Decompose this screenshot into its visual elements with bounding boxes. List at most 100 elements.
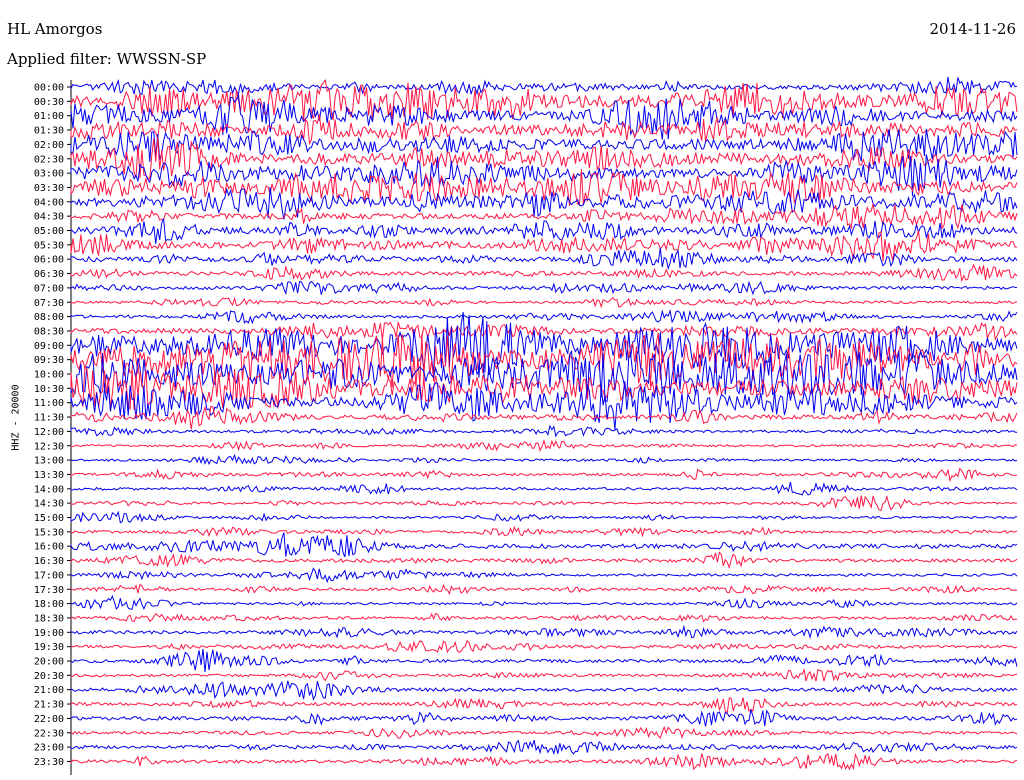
- trace-line: [70, 525, 1018, 538]
- trace-line: [70, 752, 1018, 771]
- time-tick-label: 06:30: [34, 269, 64, 280]
- time-tick-label: 16:00: [34, 542, 64, 553]
- time-tick-label: 01:30: [34, 126, 64, 137]
- trace-line: [70, 510, 1018, 524]
- trace-line: [70, 594, 1018, 611]
- trace-line: [70, 494, 1018, 512]
- time-tick-label: 02:00: [34, 140, 64, 151]
- trace-line: [70, 308, 1018, 325]
- time-tick-label: 19:30: [34, 642, 64, 653]
- time-tick-label: 04:30: [34, 212, 64, 223]
- trace-line: [70, 424, 1018, 438]
- time-tick-label: 10:30: [34, 384, 64, 395]
- trace-line: [70, 739, 1018, 756]
- time-tick-label: 20:00: [34, 657, 64, 668]
- time-tick-label: 02:30: [34, 154, 64, 165]
- time-tick-label: 11:30: [34, 413, 64, 424]
- trace-line: [70, 367, 1018, 411]
- trace-line: [70, 128, 1018, 162]
- time-tick-label: 17:30: [34, 585, 64, 596]
- trace-line: [70, 332, 1018, 388]
- trace-line: [70, 92, 1018, 140]
- trace-line: [70, 114, 1018, 146]
- trace-line: [70, 296, 1018, 309]
- trace-line: [70, 380, 1018, 430]
- time-tick-label: 23:00: [34, 743, 64, 754]
- time-tick-label: 00:00: [34, 83, 64, 94]
- time-tick-label: 09:30: [34, 355, 64, 366]
- time-tick-label: 15:30: [34, 527, 64, 538]
- time-tick-label: 00:30: [34, 97, 64, 108]
- trace-line: [70, 639, 1018, 654]
- time-tick-label: 22:00: [34, 714, 64, 725]
- plot-axes: [67, 80, 72, 775]
- trace-line: [70, 532, 1018, 558]
- time-tick-label: 03:00: [34, 169, 64, 180]
- time-tick-label: 04:00: [34, 197, 64, 208]
- time-tick-label: 17:00: [34, 570, 64, 581]
- trace-line: [70, 247, 1018, 271]
- trace-line: [70, 154, 1018, 197]
- filter-label: Applied filter: WWSSN-SP: [7, 50, 207, 68]
- trace-line: [70, 321, 1018, 341]
- trace-line: [70, 624, 1018, 640]
- station-title: HL Amorgos: [7, 20, 103, 38]
- trace-line: [70, 439, 1018, 452]
- time-tick-label: 08:00: [34, 312, 64, 323]
- time-tick-label: 03:30: [34, 183, 64, 194]
- trace-line: [70, 725, 1018, 740]
- trace-line: [70, 481, 1018, 496]
- time-tick-label: 08:30: [34, 326, 64, 337]
- trace-line: [70, 680, 1018, 701]
- tick-label-group: 00:00 00:30 01:00 01:30 02:00 02:30 03:00 03:30…: [34, 83, 64, 768]
- time-tick-label: 10:00: [34, 370, 64, 381]
- trace-line: [70, 453, 1018, 466]
- trace-line: [70, 697, 1018, 714]
- trace-line: [70, 187, 1018, 220]
- time-tick-label: 20:30: [34, 671, 64, 682]
- trace-line: [70, 667, 1018, 682]
- time-tick-label: 05:00: [34, 226, 64, 237]
- trace-line: [70, 709, 1018, 727]
- time-tick-label: 09:00: [34, 341, 64, 352]
- time-tick-label: 12:00: [34, 427, 64, 438]
- trace-line: [70, 567, 1018, 584]
- trace-line: [70, 467, 1018, 483]
- trace-line: [70, 405, 1018, 430]
- trace-line: [70, 78, 1018, 121]
- trace-line: [70, 551, 1018, 570]
- time-tick-label: 19:00: [34, 628, 64, 639]
- trace-group: [70, 76, 1018, 771]
- time-tick-label: 13:00: [34, 456, 64, 467]
- time-tick-label: 01:00: [34, 111, 64, 122]
- time-tick-label: 07:30: [34, 298, 64, 309]
- time-tick-label: 14:00: [34, 484, 64, 495]
- trace-line: [70, 203, 1018, 230]
- trace-line: [70, 169, 1018, 206]
- trace-line: [70, 218, 1018, 244]
- time-tick-label: 18:00: [34, 599, 64, 610]
- trace-line: [70, 583, 1018, 596]
- time-tick-label: 22:30: [34, 728, 64, 739]
- trace-line: [70, 612, 1018, 623]
- trace-line: [70, 263, 1018, 283]
- trace-line: [70, 76, 1018, 96]
- time-tick-label: 16:30: [34, 556, 64, 567]
- trace-line: [70, 280, 1018, 296]
- time-tick-label: 14:30: [34, 499, 64, 510]
- trace-line: [70, 348, 1018, 402]
- time-tick-label: 21:00: [34, 685, 64, 696]
- time-tick-label: 12:30: [34, 441, 64, 452]
- time-tick-label: 23:30: [34, 757, 64, 768]
- time-tick-label: 05:30: [34, 240, 64, 251]
- time-tick-label: 06:00: [34, 255, 64, 266]
- trace-line: [70, 230, 1018, 262]
- time-tick-label: 07:00: [34, 283, 64, 294]
- date-label: 2014-11-26: [929, 20, 1016, 38]
- time-tick-label: 18:30: [34, 613, 64, 624]
- trace-line: [70, 648, 1018, 672]
- time-tick-label: 11:00: [34, 398, 64, 409]
- time-tick-label: 21:30: [34, 700, 64, 711]
- time-tick-label: 15:00: [34, 513, 64, 524]
